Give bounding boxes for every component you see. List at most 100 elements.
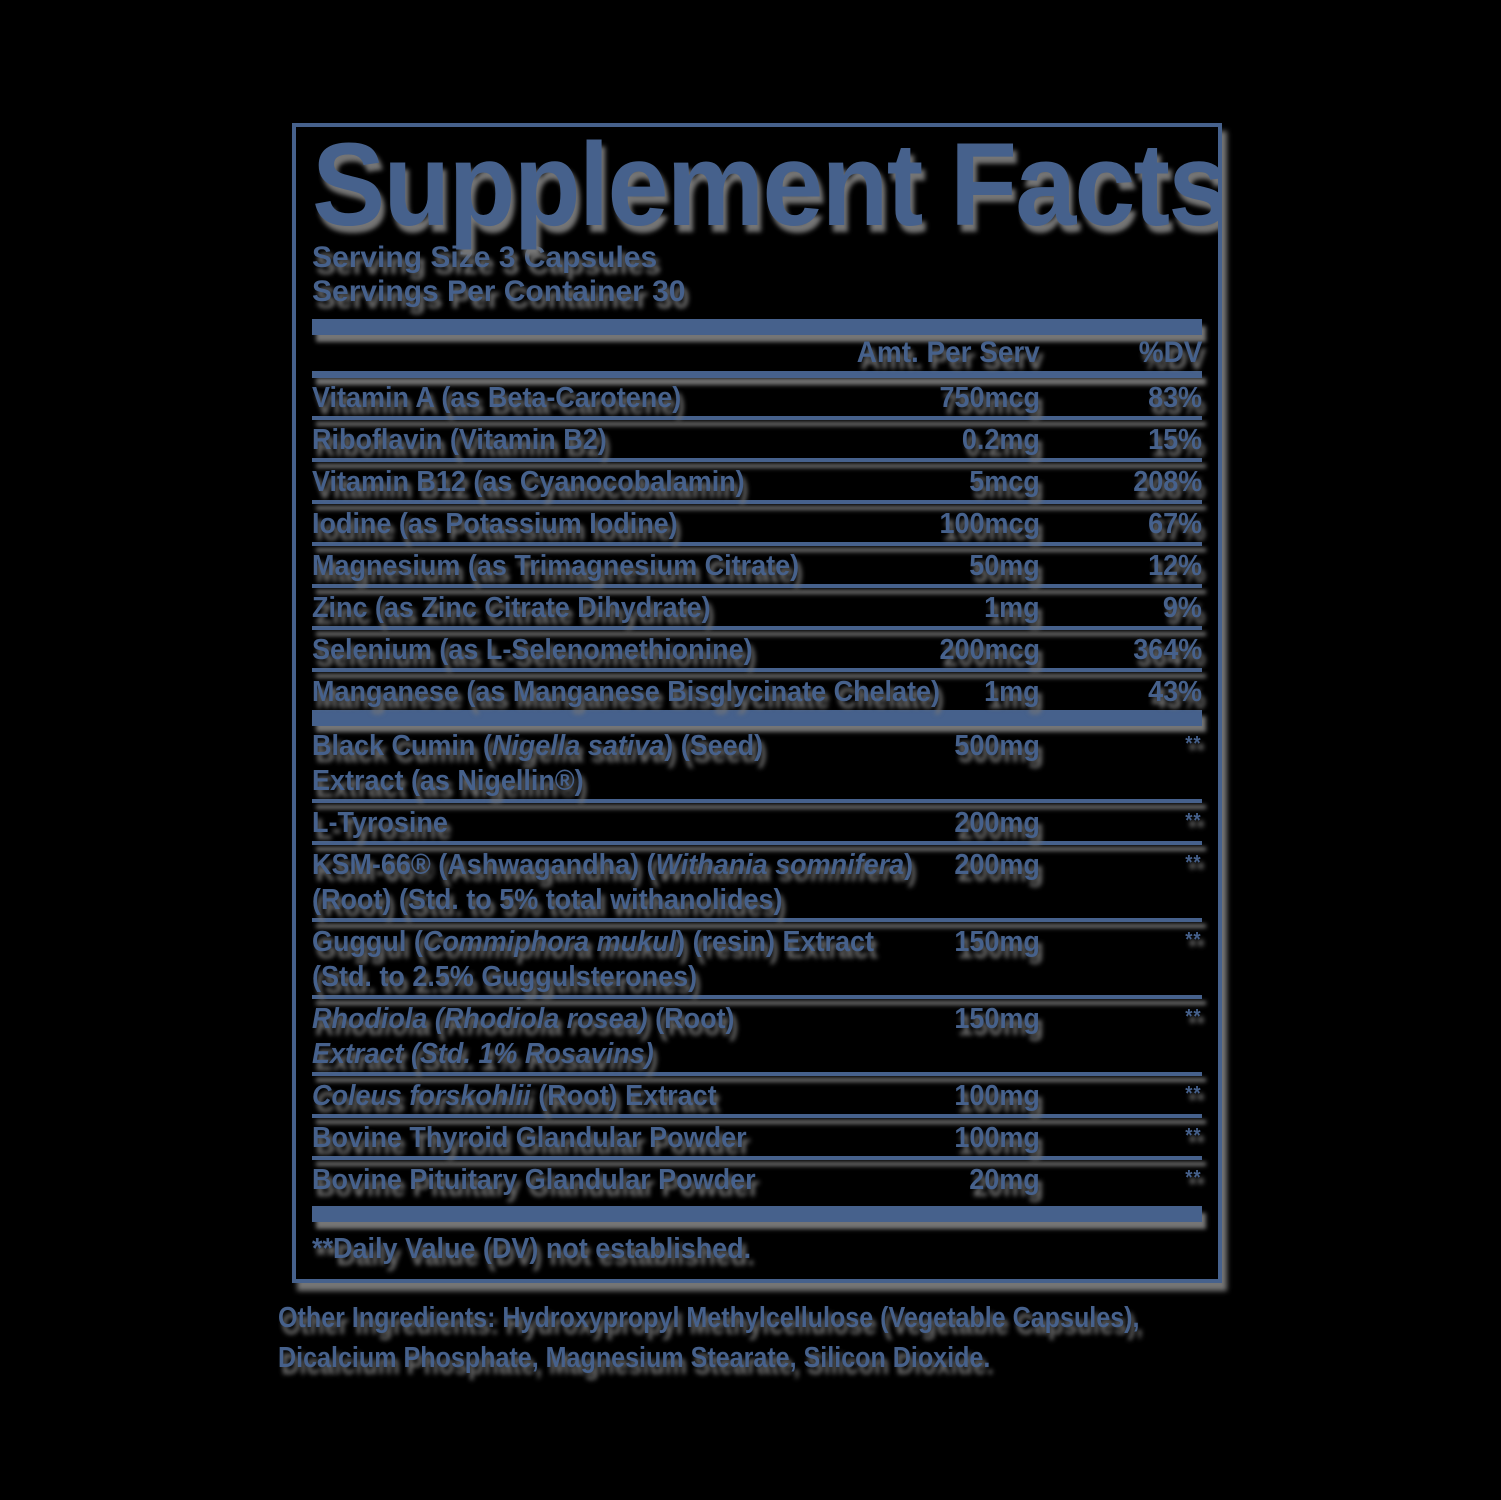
dv-value-wrap: 12%	[1144, 551, 1202, 582]
ingredient-name: Rhodiola (Rhodiola rosea) (Root)	[312, 1004, 735, 1035]
ingredient-row: Vitamin A (as Beta-Carotene) 750mcg 83%	[312, 378, 1202, 416]
amount-value-wrap: 200mg	[948, 850, 1040, 881]
dv-value-wrap: **	[1184, 1002, 1202, 1033]
ingredient-name-line1: Bovine Thyroid Glandular Powder	[312, 1123, 1202, 1154]
ingredient-row: Magnesium (as Trimagnesium Citrate) 50mg 1…	[312, 546, 1202, 584]
row-divider	[312, 1156, 1202, 1160]
amount-value: 100mcg	[939, 508, 1040, 540]
ingredient-name-line1: Iodine (as Potassium Iodine)	[312, 509, 1202, 540]
ingredient-name-part: (Root)	[647, 1003, 735, 1035]
ingredient-name-part: Manganese (as Manganese Bisglycinate Che…	[312, 676, 941, 708]
amount-column-header: Amt. Per Serv	[857, 336, 1040, 369]
dv-value: **	[1185, 733, 1202, 755]
dv-value: **	[1185, 1006, 1202, 1028]
ingredient-name: Vitamin B12 (as Cyanocobalamin)	[312, 467, 745, 498]
dv-value: **	[1185, 1083, 1202, 1105]
dv-value-wrap: 83%	[1144, 383, 1202, 414]
ingredient-name-line1: Riboflavin (Vitamin B2)	[312, 425, 1202, 456]
row-divider	[312, 918, 1202, 922]
ingredient-name: Iodine (as Potassium Iodine)	[312, 509, 678, 540]
row-divider	[312, 584, 1202, 588]
ingredient-name-line1: Magnesium (as Trimagnesium Citrate)	[312, 551, 1202, 582]
amount-value-wrap: 5mcg	[964, 467, 1040, 498]
row-divider	[312, 500, 1202, 504]
ingredient-name-part: Guggul (	[312, 926, 423, 958]
ingredient-row: Vitamin B12 (as Cyanocobalamin) 5mcg 208%	[312, 462, 1202, 500]
dv-value-wrap: **	[1184, 806, 1202, 837]
dv-value: **	[1185, 1125, 1202, 1147]
ingredient-name: Extract (as Nigellin®)	[312, 766, 584, 797]
supplement-facts-title: Supplement Facts	[312, 123, 1222, 251]
amount-value: 750mcg	[939, 382, 1040, 414]
supplement-facts-panel: Supplement Facts Serving Size 3 Capsules…	[292, 123, 1222, 1283]
dv-value-wrap: **	[1184, 1079, 1202, 1110]
ingredient-name-latin: Nigella sativa	[491, 730, 665, 762]
amount-value-wrap: 100mcg	[932, 509, 1040, 540]
row-divider	[312, 626, 1202, 630]
amount-value-wrap: 150mg	[948, 1004, 1040, 1035]
row-divider	[312, 668, 1202, 672]
dv-value-wrap: **	[1184, 848, 1202, 879]
ingredient-row: Manganese (as Manganese Bisglycinate Che…	[312, 672, 1202, 710]
dv-value-wrap: 9%	[1160, 593, 1202, 624]
dv-value: **	[1185, 852, 1202, 874]
ingredient-name-line1: Black Cumin (Nigella sativa) (Seed)	[312, 731, 1202, 762]
ingredient-name: Manganese (as Manganese Bisglycinate Che…	[312, 677, 940, 708]
dv-value: 15%	[1148, 424, 1202, 456]
ingredient-name-line1: Rhodiola (Rhodiola rosea) (Root)	[312, 1004, 1202, 1035]
ingredient-name: Extract (Std. 1% Rosavins)	[312, 1039, 654, 1070]
ingredient-name-line2: Extract (as Nigellin®)	[312, 766, 1202, 797]
ingredient-row: Guggul (Commiphora mukul) (resin) Extrac…	[312, 922, 1202, 995]
ingredient-name: Vitamin A (as Beta-Carotene)	[312, 383, 681, 414]
amount-value: 1mg	[984, 676, 1040, 708]
amount-value-wrap: 500mg	[948, 731, 1040, 762]
amount-value-wrap: 100mg	[948, 1123, 1040, 1154]
row-divider	[312, 995, 1202, 999]
amount-value-wrap: 200mcg	[932, 635, 1040, 666]
amount-value: 200mg	[954, 849, 1040, 881]
dv-footnote-text: **Daily Value (DV) not established.	[312, 1233, 752, 1265]
ingredient-name-part: (Std. to 2.5% Guggulsterones)	[312, 961, 698, 993]
ingredient-name: KSM-66® (Ashwagandha) (Withania somnifer…	[312, 850, 913, 881]
row-divider	[312, 1114, 1202, 1118]
amount-value-wrap: 150mg	[948, 927, 1040, 958]
ingredient-name: (Std. to 2.5% Guggulsterones)	[312, 962, 697, 993]
amount-value-wrap: 0.2mg	[956, 425, 1040, 456]
ingredient-row: Rhodiola (Rhodiola rosea) (Root) Extract …	[312, 999, 1202, 1072]
amount-value: 200mg	[954, 807, 1040, 839]
row-divider	[312, 542, 1202, 546]
ingredient-name: Zinc (as Zinc Citrate Dihydrate)	[312, 593, 711, 624]
ingredient-name-part: ) (Seed)	[664, 730, 764, 762]
dv-value: 208%	[1133, 466, 1202, 498]
ingredient-name-line1: Bovine Pituitary Glandular Powder	[312, 1165, 1202, 1196]
amount-value-wrap: 200mg	[948, 808, 1040, 839]
ingredient-name-part: (Root) Extract	[530, 1080, 717, 1112]
dv-value: 364%	[1133, 634, 1202, 666]
amount-value-wrap: 750mcg	[932, 383, 1040, 414]
ingredient-name-line1: L-Tyrosine	[312, 808, 1202, 839]
amount-value-wrap: 1mg	[980, 677, 1040, 708]
divider-medium	[312, 371, 1202, 378]
ingredient-name-part: Magnesium (as Trimagnesium Citrate)	[312, 550, 800, 582]
dv-value-wrap: 67%	[1144, 509, 1202, 540]
ingredient-name: Magnesium (as Trimagnesium Citrate)	[312, 551, 799, 582]
amount-value: 1mg	[984, 592, 1040, 624]
ingredient-name: Black Cumin (Nigella sativa) (Seed)	[312, 731, 763, 762]
ingredient-name: Selenium (as L-Selenomethionine)	[312, 635, 753, 666]
ingredient-name-line1: Manganese (as Manganese Bisglycinate Che…	[312, 677, 1202, 708]
ingredient-name-part: (Root) (Std. to 5% total withanolides)	[312, 884, 783, 916]
amount-value: 20mg	[969, 1164, 1040, 1196]
ingredient-name-line1: Vitamin A (as Beta-Carotene)	[312, 383, 1202, 414]
dv-footnote: **Daily Value (DV) not established.	[312, 1232, 1202, 1266]
dv-value-wrap: 208%	[1128, 467, 1202, 498]
serving-size: Serving Size 3 Capsules	[312, 241, 658, 274]
ingredient-name: Guggul (Commiphora mukul) (resin) Extrac…	[312, 927, 874, 958]
row-divider	[312, 416, 1202, 420]
dv-value-wrap: 15%	[1144, 425, 1202, 456]
row-divider	[312, 841, 1202, 845]
dv-column-header: %DV	[1138, 336, 1202, 369]
ingredient-name-line1: Vitamin B12 (as Cyanocobalamin)	[312, 467, 1202, 498]
ingredient-name-part: Selenium (as L-Selenomethionine)	[312, 634, 753, 666]
amount-value: 50mg	[969, 550, 1040, 582]
ingredient-name-line1: Guggul (Commiphora mukul) (resin) Extrac…	[312, 927, 1202, 958]
